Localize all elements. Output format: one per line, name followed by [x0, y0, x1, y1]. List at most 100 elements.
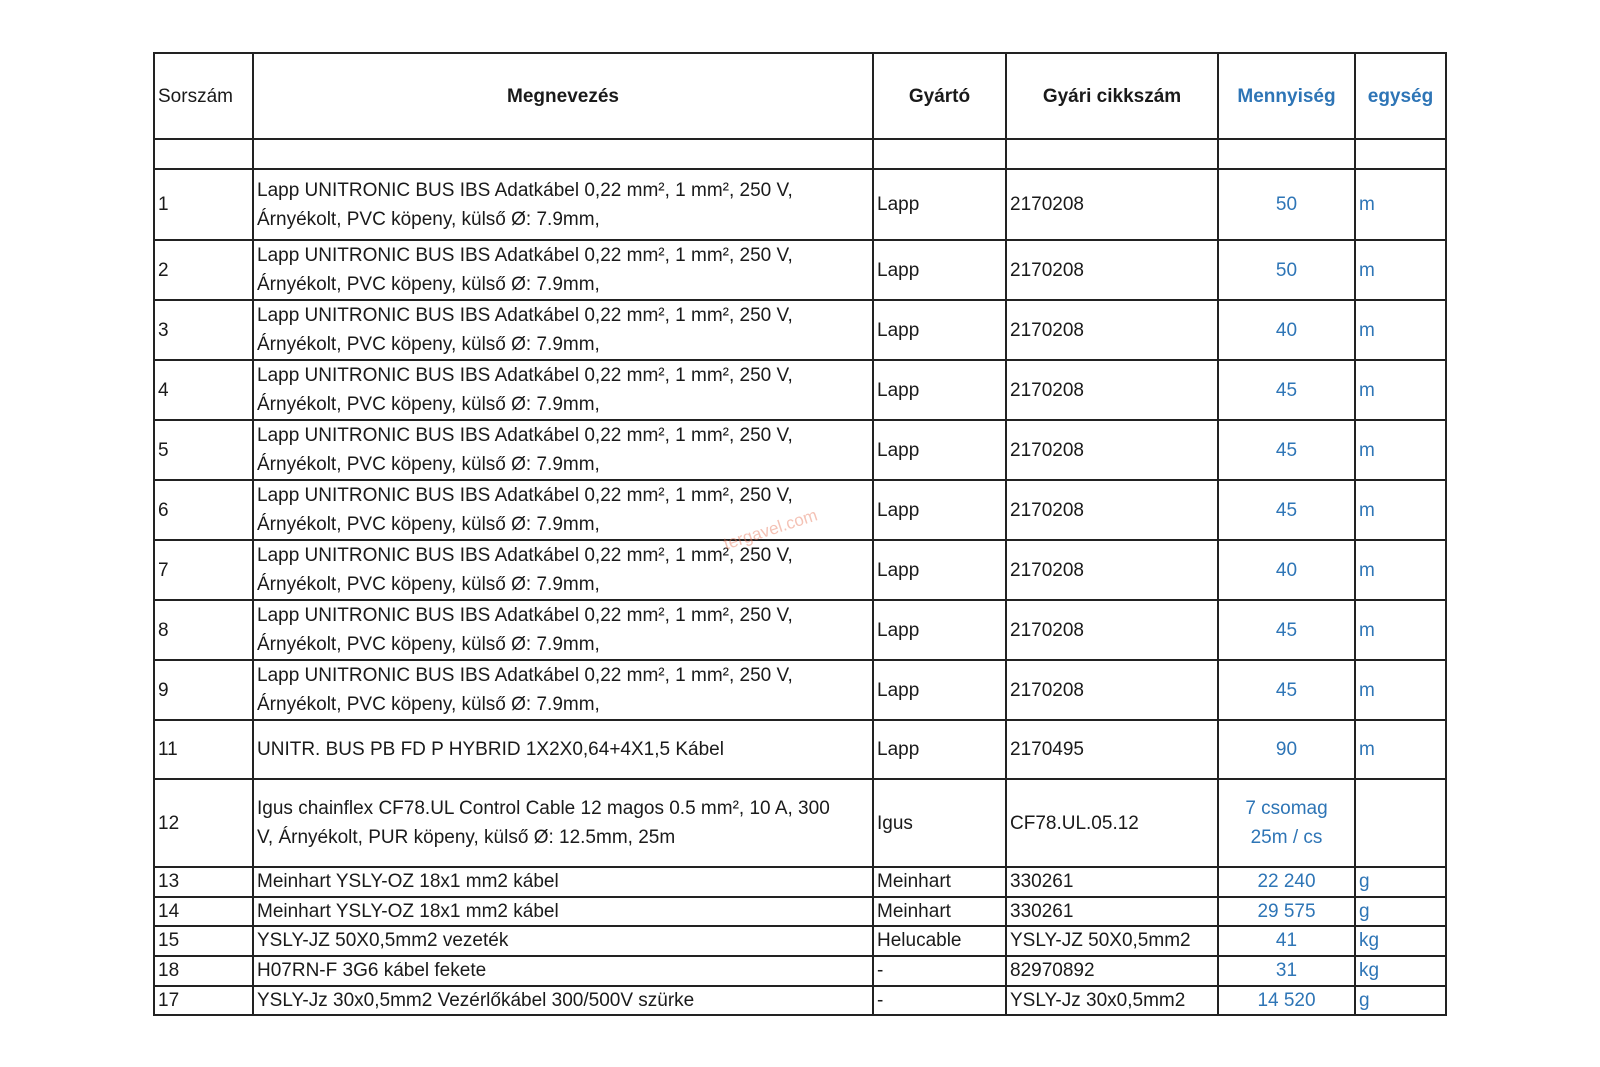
- item-name-cell: Lapp UNITRONIC BUS IBS Adatkábel 0,22 mm…: [252, 479, 874, 541]
- part-number-cell: 330261: [1005, 866, 1219, 898]
- item-name-cell: H07RN-F 3G6 kábel fekete: [252, 955, 874, 987]
- quantity-cell: 29 575: [1217, 896, 1356, 927]
- header-egyseg: egység: [1354, 52, 1447, 140]
- row-number-cell: 11: [153, 719, 254, 780]
- part-number-cell: 2170208: [1005, 239, 1219, 301]
- table-row: 2 Lapp UNITRONIC BUS IBS Adatkábel 0,22 m…: [153, 239, 1447, 301]
- quantity-cell: 40: [1217, 299, 1356, 361]
- part-number-cell: 2170208: [1005, 419, 1219, 481]
- item-name-cell: Igus chainflex CF78.UL Control Cable 12 …: [252, 778, 874, 868]
- item-name-cell: Lapp UNITRONIC BUS IBS Adatkábel 0,22 mm…: [252, 599, 874, 661]
- item-name-cell: Lapp UNITRONIC BUS IBS Adatkábel 0,22 mm…: [252, 359, 874, 421]
- table-row: 6 Lapp UNITRONIC BUS IBS Adatkábel 0,22 m…: [153, 479, 1447, 541]
- item-name-cell: Lapp UNITRONIC BUS IBS Adatkábel 0,22 mm…: [252, 168, 874, 241]
- table-row: 14 Meinhart YSLY-OZ 18x1 mm2 kábel Meinhar…: [153, 896, 1447, 927]
- table-row: 12 Igus chainflex CF78.UL Control Cable 1…: [153, 778, 1447, 868]
- part-number-cell: 2170208: [1005, 659, 1219, 721]
- part-number-cell: 2170208: [1005, 539, 1219, 601]
- parts-table: Sorszám Megnevezés Gyártó Gyári cikkszám…: [153, 52, 1447, 1016]
- item-name-cell: YSLY-Jz 30x0,5mm2 Vezérlőkábel 300/500V …: [252, 985, 874, 1016]
- quantity-cell: 31: [1217, 955, 1356, 987]
- manufacturer-cell: Igus: [872, 778, 1007, 868]
- quantity-cell: 90: [1217, 719, 1356, 780]
- row-number-cell: 12: [153, 778, 254, 868]
- empty-cell: [1005, 138, 1219, 170]
- unit-cell: m: [1354, 719, 1447, 780]
- item-name-cell: Lapp UNITRONIC BUS IBS Adatkábel 0,22 mm…: [252, 659, 874, 721]
- row-number-cell: 8: [153, 599, 254, 661]
- header-gyarto: Gyártó: [872, 52, 1007, 140]
- table-row: 1 Lapp UNITRONIC BUS IBS Adatkábel 0,22 m…: [153, 168, 1447, 241]
- item-name-cell: Lapp UNITRONIC BUS IBS Adatkábel 0,22 mm…: [252, 239, 874, 301]
- row-number-cell: 7: [153, 539, 254, 601]
- quantity-cell: 45: [1217, 599, 1356, 661]
- unit-cell: m: [1354, 239, 1447, 301]
- manufacturer-cell: Meinhart: [872, 866, 1007, 898]
- item-name-cell: Lapp UNITRONIC BUS IBS Adatkábel 0,22 mm…: [252, 419, 874, 481]
- quantity-cell: 7 csomag 25m / cs: [1217, 778, 1356, 868]
- table-row: 7 Lapp UNITRONIC BUS IBS Adatkábel 0,22 m…: [153, 539, 1447, 601]
- part-number-cell: 2170495: [1005, 719, 1219, 780]
- part-number-cell: 2170208: [1005, 359, 1219, 421]
- manufacturer-cell: Lapp: [872, 539, 1007, 601]
- table-row: 17 YSLY-Jz 30x0,5mm2 Vezérlőkábel 300/500…: [153, 985, 1447, 1016]
- manufacturer-cell: Lapp: [872, 168, 1007, 241]
- row-number-cell: 13: [153, 866, 254, 898]
- unit-cell: m: [1354, 599, 1447, 661]
- item-name-cell: UNITR. BUS PB FD P HYBRID 1X2X0,64+4X1,5…: [252, 719, 874, 780]
- unit-cell: m: [1354, 419, 1447, 481]
- table-row: 15 YSLY-JZ 50X0,5mm2 vezeték Helucable YSLY…: [153, 925, 1447, 957]
- row-number-cell: 15: [153, 925, 254, 957]
- unit-cell: kg: [1354, 955, 1447, 987]
- table-row: 11 UNITR. BUS PB FD P HYBRID 1X2X0,64+4X1…: [153, 719, 1447, 780]
- quantity-cell: 45: [1217, 659, 1356, 721]
- row-number-cell: 2: [153, 239, 254, 301]
- row-number-cell: 9: [153, 659, 254, 721]
- unit-cell: m: [1354, 359, 1447, 421]
- manufacturer-cell: Lapp: [872, 299, 1007, 361]
- quantity-cell: 41: [1217, 925, 1356, 957]
- quantity-cell: 45: [1217, 479, 1356, 541]
- empty-cell: [153, 138, 254, 170]
- row-number-cell: 14: [153, 896, 254, 927]
- unit-cell: g: [1354, 985, 1447, 1016]
- table-row: 13 Meinhart YSLY-OZ 18x1 mm2 kábel Meinhar…: [153, 866, 1447, 898]
- part-number-cell: 2170208: [1005, 599, 1219, 661]
- row-number-cell: 1: [153, 168, 254, 241]
- quantity-cell: 50: [1217, 168, 1356, 241]
- table-row: 5 Lapp UNITRONIC BUS IBS Adatkábel 0,22 m…: [153, 419, 1447, 481]
- header-sorszam: Sorszám: [153, 52, 254, 140]
- part-number-cell: 2170208: [1005, 299, 1219, 361]
- unit-cell: [1354, 778, 1447, 868]
- part-number-cell: 82970892: [1005, 955, 1219, 987]
- quantity-cell: 40: [1217, 539, 1356, 601]
- quantity-cell: 22 240: [1217, 866, 1356, 898]
- row-number-cell: 3: [153, 299, 254, 361]
- empty-row: [153, 138, 1447, 170]
- unit-cell: m: [1354, 299, 1447, 361]
- item-name-cell: Meinhart YSLY-OZ 18x1 mm2 kábel: [252, 866, 874, 898]
- empty-cell: [252, 138, 874, 170]
- table-row: 3 Lapp UNITRONIC BUS IBS Adatkábel 0,22 m…: [153, 299, 1447, 361]
- row-number-cell: 17: [153, 985, 254, 1016]
- table-row: 9 Lapp UNITRONIC BUS IBS Adatkábel 0,22 m…: [153, 659, 1447, 721]
- manufacturer-cell: Helucable: [872, 925, 1007, 957]
- quantity-cell: 45: [1217, 419, 1356, 481]
- part-number-cell: 2170208: [1005, 168, 1219, 241]
- item-name-cell: Lapp UNITRONIC BUS IBS Adatkábel 0,22 mm…: [252, 299, 874, 361]
- part-number-cell: 330261: [1005, 896, 1219, 927]
- table-row: 18 H07RN-F 3G6 kábel fekete -82970892 31 kg: [153, 955, 1447, 987]
- quantity-cell: 50: [1217, 239, 1356, 301]
- part-number-cell: CF78.UL.05.12: [1005, 778, 1219, 868]
- unit-cell: g: [1354, 866, 1447, 898]
- unit-cell: m: [1354, 479, 1447, 541]
- item-name-cell: Meinhart YSLY-OZ 18x1 mm2 kábel: [252, 896, 874, 927]
- manufacturer-cell: Lapp: [872, 479, 1007, 541]
- manufacturer-cell: Lapp: [872, 719, 1007, 780]
- manufacturer-cell: Meinhart: [872, 896, 1007, 927]
- row-number-cell: 5: [153, 419, 254, 481]
- part-number-cell: YSLY-JZ 50X0,5mm2: [1005, 925, 1219, 957]
- item-name-cell: YSLY-JZ 50X0,5mm2 vezeték: [252, 925, 874, 957]
- header-cikkszam: Gyári cikkszám: [1005, 52, 1219, 140]
- unit-cell: kg: [1354, 925, 1447, 957]
